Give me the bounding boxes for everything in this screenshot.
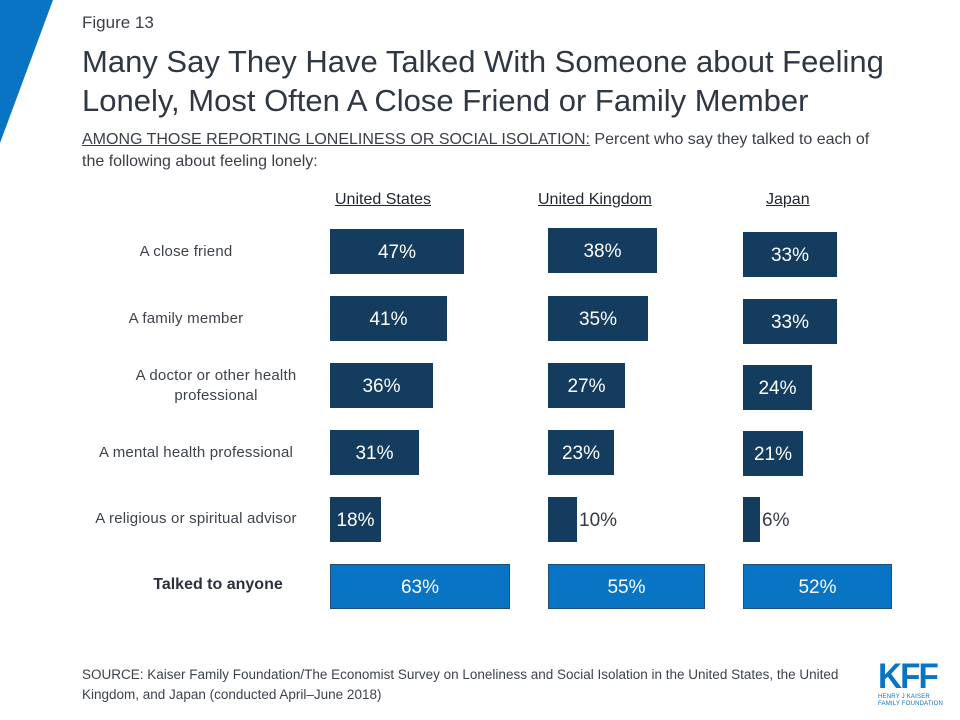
data-label-united-states-a-mental-health-professional: 31% [355, 443, 394, 464]
row-label-mental-health: A mental health professional [98, 444, 294, 461]
bar-japan-a-close-friend [743, 232, 837, 277]
data-label-united-states-a-family-member: 41% [369, 309, 408, 330]
data-label-united-states-talked-to-anyone: 63% [400, 577, 440, 598]
data-label-united-states-a-close-friend: 47% [377, 242, 417, 263]
row-label-family-member: A family member [128, 310, 244, 327]
bar-japan-talked-to-anyone [743, 564, 892, 609]
data-label-united-kingdom-a-close-friend: 38% [583, 241, 622, 262]
data-label-united-kingdom-talked-to-anyone: 55% [607, 577, 646, 598]
chart-title: Many Say They Have Talked With Someone a… [82, 44, 884, 118]
kff-logo-line-2: FAMILY FOUNDATION [878, 701, 944, 707]
bar-united-kingdom-a-mental-health-professional [548, 430, 614, 475]
column-header-united-kingdom: United Kingdom [538, 191, 652, 208]
data-label-united-states-a-doctor-or-other-health-professional: 36% [362, 376, 401, 397]
subtitle-description: Percent who say they talked to each of t… [82, 131, 870, 170]
column-header-united-states: United States [335, 191, 432, 208]
bar-united-states-a-doctor-or-other-health-professional [330, 363, 433, 408]
subtitle-population: AMONG THOSE REPORTING LONELINESS OR SOCI… [82, 131, 590, 148]
row-label-talked-to-anyone: Talked to anyone [153, 576, 283, 593]
data-label-united-kingdom-a-family-member: 35% [578, 309, 618, 330]
column-header-japan: Japan [766, 191, 810, 208]
bar-united-kingdom-a-doctor-or-other-health-professional [548, 363, 625, 408]
data-label-united-states-a-religious-or-spiritual-advisor: 18% [336, 510, 375, 531]
data-label-japan-a-doctor-or-other-health-professional: 24% [758, 378, 797, 399]
data-label-japan-a-family-member: 33% [770, 312, 810, 333]
chart-subtitle: AMONG THOSE REPORTING LONELINESS OR SOCI… [82, 129, 882, 173]
bar-japan-a-doctor-or-other-health-professional [743, 365, 812, 410]
bar-united-states-a-family-member [330, 296, 447, 341]
bar-united-kingdom-talked-to-anyone [548, 564, 705, 609]
bar-japan-a-religious-or-spiritual-advisor [743, 497, 760, 542]
kff-logo-line-1: HENRY J KAISER [878, 694, 930, 700]
bar-united-states-a-close-friend [330, 229, 464, 274]
data-label-united-kingdom-a-doctor-or-other-health-professional: 27% [567, 376, 606, 397]
row-label-religious-advisor: A religious or spiritual advisor [95, 510, 297, 527]
kff-logo: KFF HENRY J KAISER FAMILY FOUNDATION [878, 657, 948, 708]
data-label-japan-a-close-friend: 33% [770, 245, 810, 266]
row-label-close-friend: A close friend [139, 243, 233, 260]
bar-united-kingdom-a-family-member [548, 296, 648, 341]
data-label-japan-talked-to-anyone: 52% [798, 577, 837, 598]
data-label-united-kingdom-a-mental-health-professional: 23% [561, 443, 601, 464]
bar-united-states-a-religious-or-spiritual-advisor [330, 497, 381, 542]
bar-japan-a-family-member [743, 299, 837, 344]
source-note: SOURCE: Kaiser Family Foundation/The Eco… [82, 667, 839, 702]
data-label-japan-a-religious-or-spiritual-advisor: 6% [762, 510, 790, 531]
bar-united-kingdom-a-close-friend [548, 228, 657, 273]
bar-united-states-a-mental-health-professional [330, 430, 419, 475]
data-label-japan-a-mental-health-professional: 21% [753, 444, 793, 465]
row-label-doctor: A doctor or other health professional [135, 367, 297, 404]
corner-accent-shape [0, 0, 53, 143]
bar-united-kingdom-a-religious-or-spiritual-advisor [548, 497, 577, 542]
data-label-united-kingdom-a-religious-or-spiritual-advisor: 10% [579, 510, 618, 531]
bar-united-states-talked-to-anyone [330, 564, 510, 609]
figure-label: Figure 13 [82, 13, 154, 32]
kff-logo-mark: KFF [878, 657, 939, 696]
bar-japan-a-mental-health-professional [743, 431, 803, 476]
